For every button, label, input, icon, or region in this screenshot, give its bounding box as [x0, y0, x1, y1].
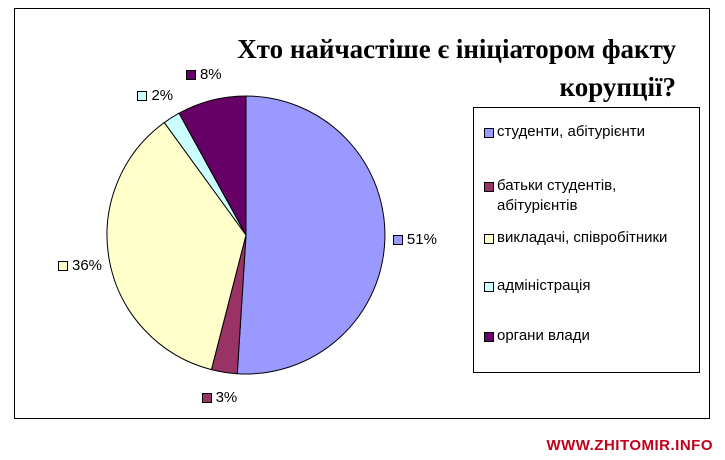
chart-title-line-1: Хто найчастіше є ініціатором факту	[237, 34, 676, 64]
watermark: WWW.ZHITOMIR.INFO	[546, 437, 713, 454]
legend-item-students: студенти, абітурієнти	[484, 122, 695, 142]
data-label-swatch	[392, 235, 403, 246]
chart-title: Хто найчастіше є ініціатором факту коруп…	[196, 30, 676, 106]
slice-teachers	[106, 121, 247, 371]
slice-authorities	[178, 95, 247, 236]
data-label-text: 51%	[406, 231, 437, 249]
data-label-text: 2%	[151, 86, 174, 104]
label-administration: 2%	[137, 86, 174, 104]
data-label-text: 8%	[199, 66, 222, 84]
legend-swatch	[484, 128, 494, 138]
legend-label: батьки студентів, абітурієнтів	[497, 177, 617, 214]
label-teachers: 36%	[57, 256, 103, 274]
data-label-swatch	[57, 260, 68, 271]
legend-label: адміністрація	[497, 277, 591, 294]
data-label-text: 36%	[71, 256, 103, 274]
data-label-swatch	[185, 70, 196, 81]
legend-item-administration: адміністрація	[484, 276, 695, 296]
chart-title-line-2: корупції?	[559, 72, 676, 102]
legend-swatch	[484, 182, 494, 192]
legend-item-authorities: органи влади	[484, 326, 695, 346]
chart-frame	[14, 8, 710, 419]
legend-item-teachers: викладачі, співробітники	[484, 228, 695, 248]
legend-label: органи влади	[497, 327, 590, 344]
data-label-text: 3%	[215, 388, 238, 406]
label-authorities: 8%	[185, 66, 222, 84]
legend-label: студенти, абітурієнти	[497, 123, 646, 140]
legend-swatch	[484, 282, 494, 292]
legend-label: викладачі, співробітники	[497, 229, 668, 246]
label-students: 51%	[392, 231, 437, 249]
data-label-swatch	[137, 90, 148, 101]
legend: студенти, абітурієнти батьки студентів, …	[473, 107, 700, 373]
data-label-swatch	[201, 392, 212, 403]
legend-swatch	[484, 332, 494, 342]
slice-students	[236, 95, 386, 375]
label-parents: 3%	[201, 388, 238, 406]
legend-item-parents: батьки студентів, абітурієнтів	[484, 176, 695, 216]
legend-swatch	[484, 234, 494, 244]
